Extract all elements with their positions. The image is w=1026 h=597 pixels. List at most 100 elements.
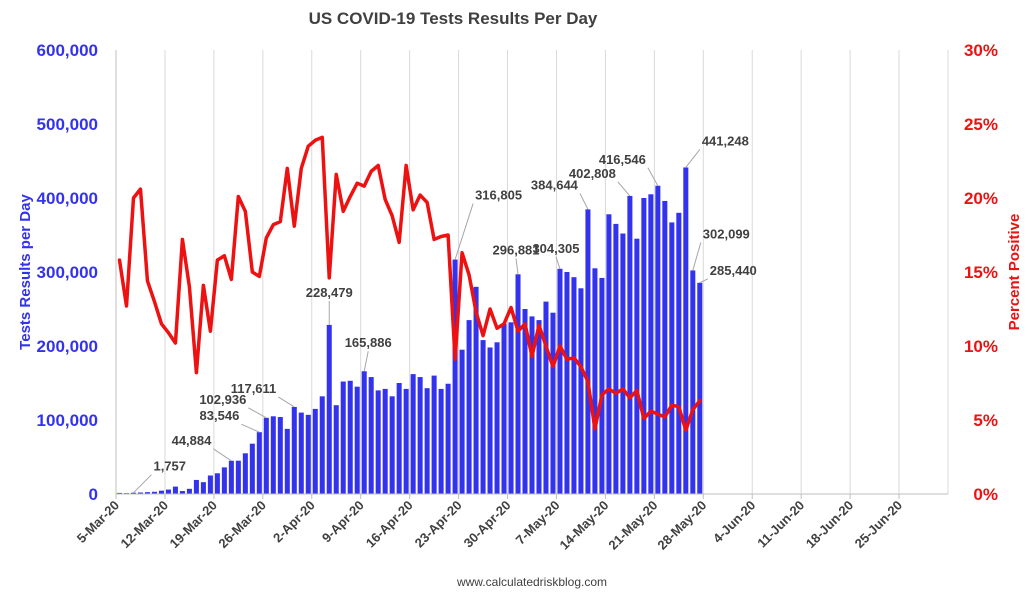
bar-tests [634,238,640,494]
bar-tests [606,214,612,494]
bar-tests [228,460,234,494]
bar-data-label: 402,808 [569,166,616,181]
bar-tests [620,233,626,494]
bar-tests [214,473,220,494]
bar-tests [263,417,269,494]
bar-tests [193,479,199,494]
bar-data-label: 117,611 [231,381,277,396]
bar-tests [200,482,206,494]
bar-tests [165,489,171,494]
bar-tests [326,324,332,494]
x-tick-label: 2-Apr-20 [270,498,318,546]
bar-tests [235,460,241,494]
bar-data-label: 165,886 [345,335,392,350]
data-label-leader [515,258,519,275]
bar-tests [466,320,472,494]
bar-tests [536,320,542,494]
bar-tests [382,388,388,494]
x-tick-label: 12-Mar-20 [118,498,172,552]
y-right-tick-label: 5% [973,411,998,430]
bar-tests [361,371,367,494]
x-tick-label: 4-Jun-20 [710,498,758,546]
bar-tests [557,268,563,494]
y-left-tick-label: 600,000 [37,41,98,60]
y-right-tick-label: 15% [964,263,998,282]
chart-title: US COVID-19 Tests Results Per Day [309,9,598,28]
bar-tests [298,412,304,494]
bar-tests [655,185,661,494]
x-tick-label: 16-Apr-20 [363,498,416,551]
bar-data-label: 384,644 [531,177,579,192]
bar-tests [144,492,150,494]
bar-tests [676,212,682,495]
bar-data-label: 44,884 [172,433,213,448]
bar-tests [186,488,192,494]
x-tick-label: 30-Apr-20 [461,498,514,551]
y-left-tick-label: 300,000 [37,263,98,282]
bar-tests [662,200,668,494]
bar-tests [312,408,318,494]
data-label-leader [617,181,631,197]
bar-tests [375,390,381,494]
bar-tests [137,492,143,494]
bars-layer [116,167,703,495]
bar-tests [683,167,689,494]
bar-tests [130,492,136,494]
bar-tests [179,491,185,494]
bar-tests [515,274,521,494]
bar-tests [459,349,465,494]
bar-tests [277,417,283,494]
y-left-tick-label: 400,000 [37,189,98,208]
bar-tests [452,259,458,494]
bar-tests [424,388,430,494]
bar-data-label: 102,936 [199,392,246,407]
bar-tests [172,486,178,494]
bar-data-label: 83,546 [200,408,240,423]
bar-tests [158,490,164,494]
bar-tests [480,340,486,494]
bar-tests [291,406,297,494]
data-label-leader [699,278,709,284]
data-label-leader [133,474,152,494]
bar-data-label: 296,881 [493,242,540,257]
bar-tests [445,383,451,494]
x-tick-label: 28-May-20 [654,498,709,553]
x-tick-label: 9-Apr-20 [319,498,367,546]
x-tick-label: 14-May-20 [556,498,611,553]
data-label-leader [363,351,369,372]
bar-tests [249,443,255,494]
bar-tests [697,282,703,494]
bar-tests [354,386,360,494]
bar-tests [396,383,402,494]
bar-tests [648,194,654,495]
bar-tests [368,377,374,494]
bar-tests [543,301,549,494]
bar-tests [494,342,500,494]
bar-data-label: 228,479 [306,285,353,300]
bar-tests [340,381,346,494]
bar-data-label: 416,546 [599,152,646,167]
bar-tests [508,322,514,494]
x-tick-label: 23-Apr-20 [412,498,465,551]
y-right-tick-label: 20% [964,189,998,208]
bar-data-label: 304,305 [532,241,579,256]
y-right-tick-label: 0% [973,485,998,504]
bar-tests [347,380,353,494]
bar-tests [627,195,633,495]
data-label-leader [692,242,702,271]
data-label-leader [278,396,295,408]
x-tick-label: 21-May-20 [605,498,660,553]
x-tick-label: 11-Jun-20 [754,498,807,551]
data-label-leader [579,193,589,210]
bar-tests [529,316,535,494]
y-left-tick-label: 500,000 [37,115,98,134]
x-tick-label: 5-Mar-20 [74,498,122,546]
bar-tests [242,453,248,494]
bar-tests [151,491,157,494]
y-axis-right-label: Percent Positive [1006,214,1023,331]
data-label-leader [555,256,561,269]
data-label-leader [454,203,474,260]
bar-tests [207,475,213,494]
